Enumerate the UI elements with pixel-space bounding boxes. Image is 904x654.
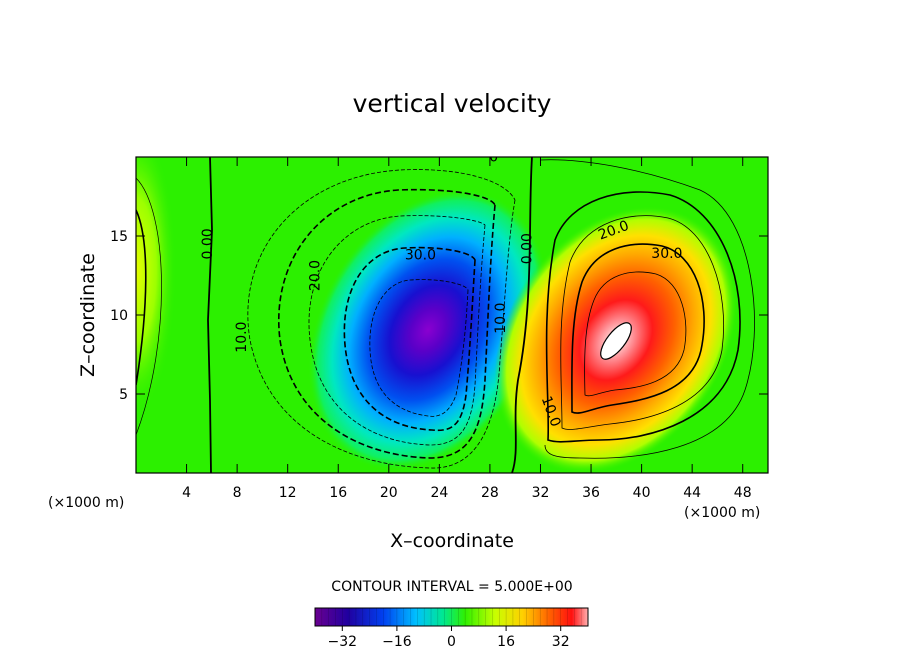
up-contour-3 (560, 215, 725, 430)
x-tick-label: 28 (481, 485, 499, 501)
colorbar-tick-label: −32 (328, 634, 358, 650)
down-contour-2 (278, 188, 496, 459)
down-contour-5 (369, 279, 469, 417)
contour-label: 30.0 (405, 248, 436, 264)
x-tick-label: 48 (734, 485, 752, 501)
contour-label: 20.0 (307, 260, 323, 291)
x-unit-left: (×1000 m) (48, 495, 124, 511)
x-tick-label: 16 (329, 485, 347, 501)
y-axis-label: Z–coordinate (77, 253, 99, 377)
colorbar-ticks: −32 −16 0 16 32 (321, 608, 582, 650)
x-tick-label: 4 (182, 485, 191, 501)
y-axis-ticks: 5 10 15 (110, 229, 768, 403)
y-tick-label: 10 (110, 308, 128, 324)
x-tick-label: 12 (279, 485, 297, 501)
left-contour (136, 209, 147, 386)
down-contour-3 (308, 215, 486, 446)
left-edge-field (136, 157, 210, 440)
colorbar-tick-label: 16 (497, 634, 515, 650)
x-tick-label: 36 (582, 485, 600, 501)
x-unit-right: (×1000 m) (684, 505, 760, 521)
colorbar-tick-label: −16 (382, 634, 412, 650)
zero-contour-left (207, 157, 213, 473)
contour-interval-text: CONTOUR INTERVAL = 5.000E+00 (331, 579, 572, 595)
contour-label: 0.00 (200, 228, 216, 259)
zero-contour-mid (511, 157, 533, 473)
down-contour-4 (343, 246, 476, 432)
x-tick-label: 20 (380, 485, 398, 501)
y-tick-label: 15 (110, 229, 128, 245)
down-contour-1 (247, 169, 516, 469)
colorbar-tick-label: 32 (552, 634, 570, 650)
up-contour-5 (584, 271, 687, 397)
updraft-peak (600, 322, 632, 360)
contour-label: 0 (489, 150, 498, 166)
y-tick-label: 5 (119, 387, 128, 403)
contour-lines (136, 157, 755, 473)
x-tick-label: 44 (683, 485, 701, 501)
updraft-field (480, 157, 768, 473)
up-contour-2 (545, 191, 741, 443)
x-tick-label: 32 (532, 485, 550, 501)
left-contour-thin (136, 177, 162, 436)
contour-label: 30.0 (651, 246, 682, 262)
contour-label: 10.0 (234, 322, 250, 353)
x-axis-label: X–coordinate (390, 530, 514, 552)
contour-label: 10.0 (493, 303, 509, 334)
x-tick-label: 40 (633, 485, 651, 501)
x-tick-label: 24 (430, 485, 448, 501)
contour-label: 0.00 (520, 233, 536, 264)
x-tick-label: 8 (233, 485, 242, 501)
colorbar-tick-label: 0 (447, 634, 456, 650)
chart-title: vertical velocity (353, 89, 552, 118)
x-axis-ticks: 4 8 12 16 20 24 28 32 36 40 44 48 (182, 157, 752, 501)
up-contour-4 (571, 243, 705, 414)
up-contour-1 (539, 159, 755, 459)
